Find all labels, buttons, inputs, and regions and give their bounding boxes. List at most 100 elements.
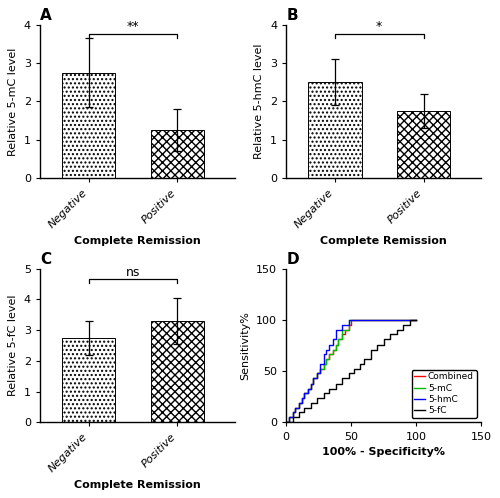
5-hmC: [346, 317, 352, 323]
5-hmC: [351, 317, 357, 323]
5-fC: [308, 405, 314, 411]
5-hmC: [310, 380, 316, 386]
5-fC: [296, 409, 302, 415]
5-fC: [290, 419, 296, 425]
X-axis label: Complete Remission: Complete Remission: [74, 480, 201, 490]
5-mC: [283, 419, 289, 425]
5-hmC: [326, 347, 332, 353]
Text: B: B: [286, 8, 298, 23]
5-mC: [324, 361, 330, 367]
5-fC: [314, 400, 320, 406]
5-hmC: [302, 390, 308, 396]
Text: C: C: [40, 252, 51, 267]
5-hmC: [324, 351, 330, 357]
Legend: Combined, 5-mC, 5-hmC, 5-fC: Combined, 5-mC, 5-hmC, 5-fC: [412, 370, 476, 418]
5-fC: [296, 414, 302, 420]
5-mC: [326, 351, 332, 357]
5-hmC: [321, 361, 327, 367]
5-hmC: [296, 400, 302, 406]
Text: A: A: [40, 8, 52, 23]
5-mC: [368, 317, 374, 323]
5-fC: [326, 390, 332, 396]
5-hmC: [296, 405, 302, 411]
5-mC: [306, 390, 312, 396]
Combined: [286, 419, 292, 425]
5-hmC: [346, 322, 352, 328]
5-fC: [387, 331, 393, 337]
Combined: [413, 317, 419, 323]
5-mC: [332, 342, 338, 348]
5-mC: [335, 342, 341, 348]
5-hmC: [321, 351, 327, 357]
5-hmC: [314, 375, 320, 381]
5-mC: [346, 317, 352, 323]
5-hmC: [330, 337, 336, 343]
5-fC: [394, 327, 400, 333]
5-mC: [326, 356, 332, 362]
5-hmC: [339, 322, 345, 328]
5-fC: [326, 385, 332, 391]
5-mC: [317, 366, 323, 372]
5-hmC: [310, 375, 316, 381]
5-hmC: [299, 400, 305, 406]
5-mC: [299, 395, 305, 401]
5-fC: [346, 370, 352, 376]
5-hmC: [332, 327, 338, 333]
5-hmC: [358, 317, 364, 323]
5-hmC: [290, 414, 296, 420]
5-fC: [406, 322, 412, 328]
5-fC: [400, 322, 406, 328]
5-hmC: [283, 419, 289, 425]
5-mC: [296, 405, 302, 411]
5-mC: [292, 409, 298, 415]
5-fC: [374, 342, 380, 348]
X-axis label: Complete Remission: Complete Remission: [74, 236, 201, 246]
5-mC: [361, 317, 367, 323]
5-fC: [302, 405, 308, 411]
5-mC: [306, 385, 312, 391]
5-fC: [380, 337, 386, 343]
5-hmC: [290, 409, 296, 415]
Text: **: **: [127, 20, 140, 33]
5-fC: [346, 375, 352, 381]
5-fC: [400, 327, 406, 333]
5-mC: [413, 317, 419, 323]
Y-axis label: Sensitivity%: Sensitivity%: [240, 311, 250, 380]
5-hmC: [302, 395, 308, 401]
5-hmC: [368, 317, 374, 323]
5-hmC: [292, 405, 298, 411]
5-mC: [330, 347, 336, 353]
5-hmC: [286, 414, 292, 420]
5-mC: [310, 375, 316, 381]
5-fC: [332, 385, 338, 391]
5-fC: [368, 347, 374, 353]
Bar: [397, 111, 450, 178]
5-fC: [290, 414, 296, 420]
5-mC: [321, 366, 327, 372]
X-axis label: 100% - Specificity%: 100% - Specificity%: [322, 447, 445, 457]
5-mC: [332, 347, 338, 353]
5-hmC: [286, 419, 292, 425]
5-hmC: [361, 317, 367, 323]
5-hmC: [351, 317, 357, 323]
5-hmC: [306, 385, 312, 391]
5-fC: [358, 366, 364, 372]
5-hmC: [317, 370, 323, 376]
Bar: [151, 321, 204, 422]
5-fC: [394, 331, 400, 337]
5-hmC: [292, 409, 298, 415]
5-fC: [283, 419, 289, 425]
5-mC: [358, 317, 364, 323]
5-mC: [321, 361, 327, 367]
Text: *: *: [376, 20, 382, 33]
5-mC: [351, 317, 357, 323]
Line: Combined: Combined: [286, 320, 416, 422]
5-hmC: [368, 317, 374, 323]
5-fC: [351, 370, 357, 376]
5-fC: [321, 390, 327, 396]
5-hmC: [326, 342, 332, 348]
Line: 5-mC: 5-mC: [286, 320, 416, 422]
5-mC: [302, 395, 308, 401]
5-hmC: [324, 347, 330, 353]
Combined: [339, 331, 345, 337]
